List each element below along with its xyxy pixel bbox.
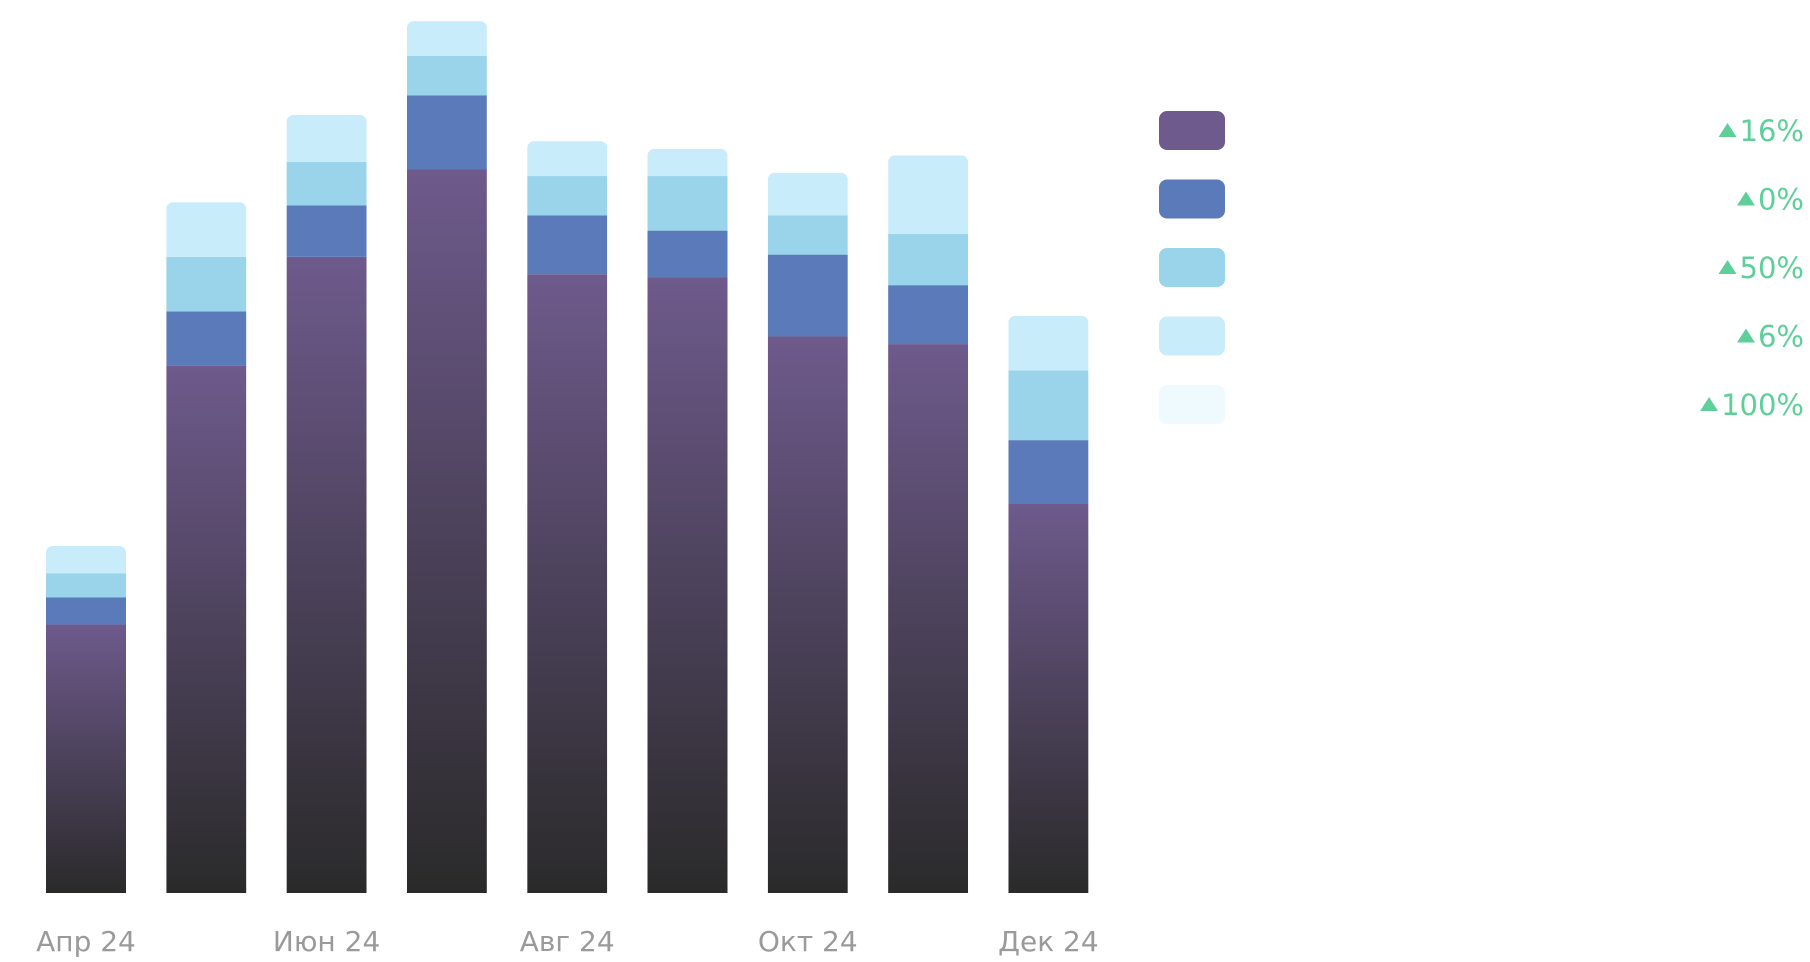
arrow-up-icon: [1718, 123, 1737, 137]
bar-segment: [767, 172, 848, 216]
bar-segment: [888, 285, 969, 345]
bar-stack: [527, 141, 608, 894]
x-tick-label: Окт 24: [758, 925, 858, 958]
legend-swatch: [1159, 248, 1225, 287]
legend-change-value: 16%: [1740, 114, 1804, 148]
bar-stack: [888, 155, 969, 893]
bar-segment: [46, 545, 126, 574]
bars-layer: [46, 21, 1089, 894]
bar-segment: [166, 256, 247, 312]
bar-segment: [647, 230, 728, 278]
x-axis: Апр 24 Июн 24 Авг 24 Окт 24 Дек 24: [36, 925, 1099, 958]
arrow-up-icon: [1736, 191, 1755, 206]
legend-change-value: 100%: [1721, 388, 1804, 422]
bar-segment: [767, 336, 848, 893]
x-tick-label: Дек 24: [998, 925, 1099, 958]
bar-segment: [647, 176, 728, 231]
bar-segment: [1008, 315, 1089, 371]
legend-item: 6%: [1159, 316, 1804, 356]
arrow-up-icon: [1736, 328, 1755, 343]
x-tick-label: Авг 24: [520, 925, 615, 958]
bar-segment: [46, 597, 126, 625]
bar-segment: [166, 202, 247, 257]
bar-segment: [166, 365, 247, 893]
bar-segment: [647, 277, 728, 893]
bar-segment: [527, 215, 608, 275]
bar-segment: [406, 56, 487, 96]
legend: 16% 0% 50% 6% 100%: [1159, 111, 1804, 424]
bar-segment: [46, 624, 126, 893]
bar-segment: [406, 21, 487, 57]
bar-segment: [1008, 370, 1089, 441]
legend-item: 100%: [1159, 385, 1804, 424]
legend-swatch: [1159, 316, 1225, 356]
bar-segment: [767, 254, 848, 337]
legend-item: 50%: [1159, 248, 1804, 287]
bar-segment: [647, 148, 728, 177]
bar-segment: [888, 344, 969, 893]
bar-stack: [46, 545, 126, 893]
bar-stack: [286, 114, 367, 893]
bar-segment: [767, 215, 848, 255]
bar-segment: [1008, 440, 1089, 504]
legend-change-value: 0%: [1758, 183, 1804, 217]
legend-swatch: [1159, 111, 1225, 150]
bar-segment: [406, 95, 487, 170]
bar-segment: [527, 176, 608, 216]
bar-segment: [286, 256, 367, 893]
bar-stack: [767, 172, 848, 893]
bar-segment: [286, 161, 367, 206]
bar-stack: [647, 148, 728, 893]
legend-item: 16%: [1159, 111, 1804, 150]
bar-segment: [286, 114, 367, 162]
bar-segment: [1008, 503, 1089, 893]
legend-change-value: 6%: [1758, 320, 1804, 354]
legend-item: 0%: [1159, 179, 1804, 219]
x-tick-label: Июн 24: [273, 925, 380, 958]
bar-segment: [888, 155, 969, 234]
bar-segment: [166, 311, 247, 366]
bar-stack: [406, 21, 487, 894]
legend-change-value: 50%: [1740, 251, 1804, 285]
legend-swatch: [1159, 385, 1225, 424]
arrow-up-icon: [1718, 260, 1737, 274]
bar-segment: [527, 274, 608, 894]
x-tick-label: Апр 24: [36, 925, 136, 958]
bar-segment: [46, 573, 126, 598]
bar-segment: [406, 169, 487, 894]
bar-segment: [286, 205, 367, 257]
bar-segment: [527, 141, 608, 177]
bar-stack: [1008, 315, 1089, 893]
bar-segment: [888, 233, 969, 286]
arrow-up-icon: [1700, 397, 1719, 411]
bar-stack: [166, 202, 247, 893]
legend-swatch: [1159, 179, 1225, 219]
